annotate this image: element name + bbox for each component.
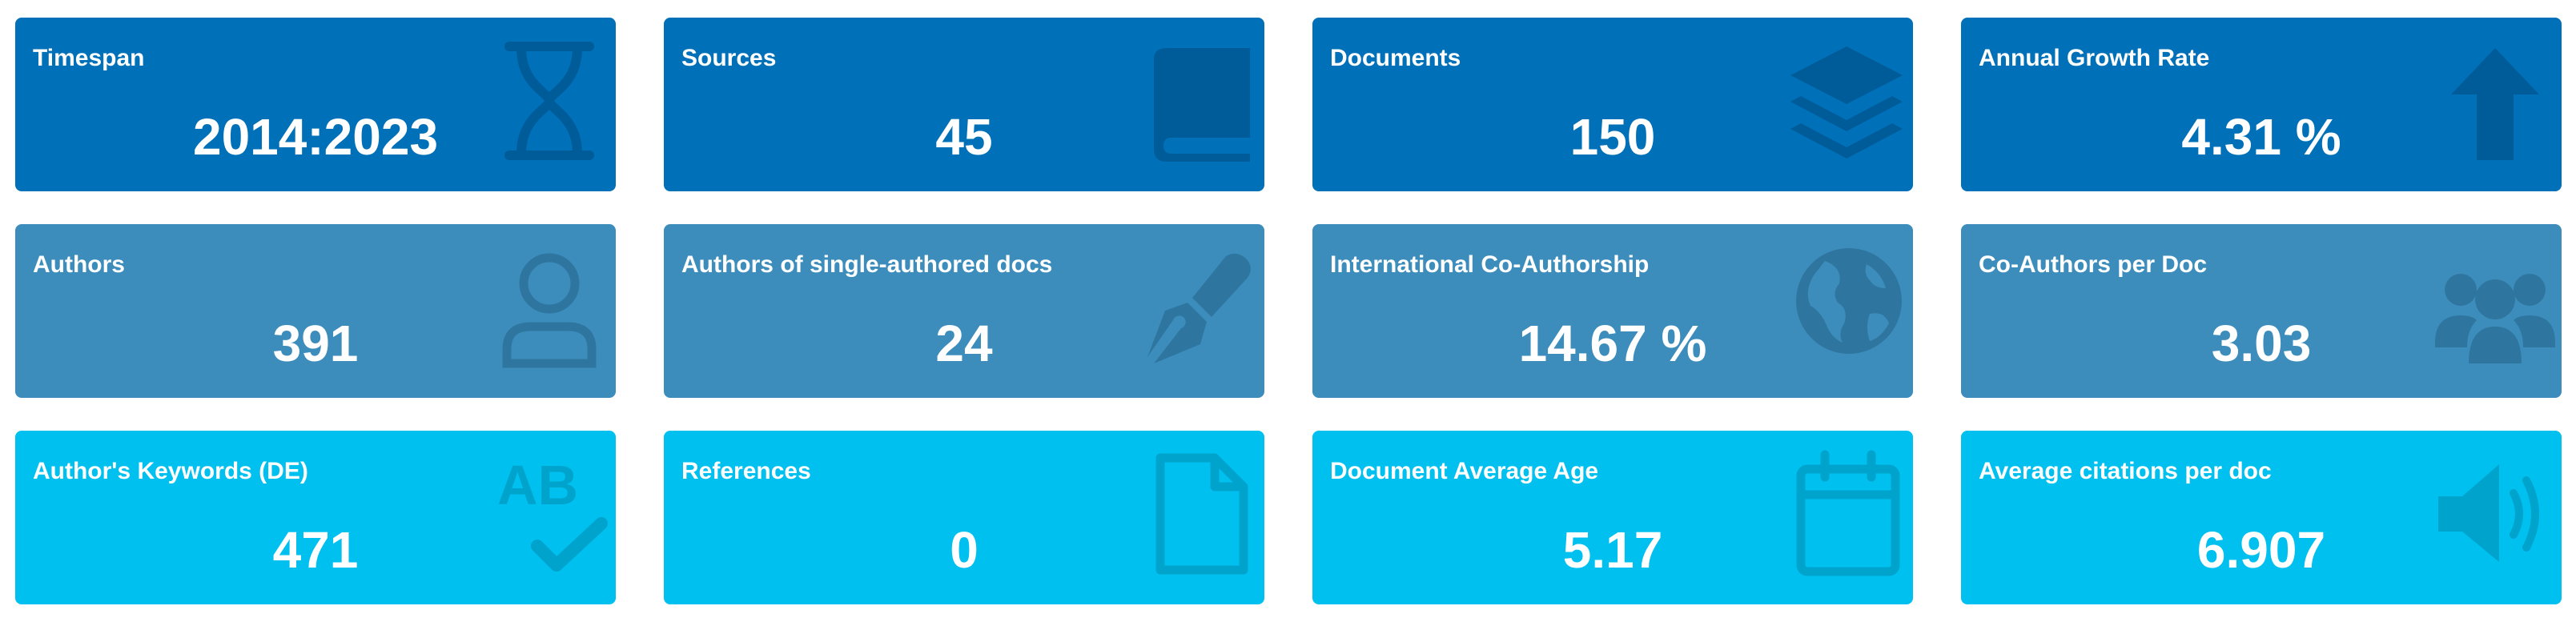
stat-card-average-citations: Average citations per doc 6.907 — [1961, 431, 2562, 604]
arrow-up-icon — [2451, 48, 2539, 160]
stat-card-annual-growth-rate: Annual Growth Rate 4.31 % — [1961, 18, 2562, 191]
stat-title: References — [681, 458, 811, 484]
stat-value: 2014:2023 — [192, 108, 439, 166]
stat-title: Authors — [33, 251, 125, 278]
stat-value: 6.907 — [2196, 521, 2326, 579]
stat-value: 14.67 % — [1518, 315, 1707, 372]
globe-icon — [1796, 248, 1902, 354]
stat-value: 45 — [935, 108, 993, 166]
stat-title: Author's Keywords (DE) — [33, 458, 308, 484]
user-icon — [502, 253, 597, 368]
stat-card-coauthors-per-doc: Co-Authors per Doc 3.03 — [1961, 224, 2562, 398]
stat-card-author-keywords: Author's Keywords (DE) 471 AB — [15, 431, 616, 604]
stat-value: 24 — [935, 315, 993, 372]
stat-card-references: References 0 — [664, 431, 1264, 604]
stat-value: 3.03 — [2211, 315, 2312, 372]
stat-value: 4.31 % — [2181, 108, 2341, 166]
stat-card-authors: Authors 391 — [15, 224, 616, 398]
stat-title: Timespan — [33, 45, 145, 71]
svg-text:AB: AB — [497, 454, 578, 516]
stat-title: Authors of single-authored docs — [681, 251, 1053, 278]
stat-value: 0 — [950, 521, 979, 579]
stat-title: Co-Authors per Doc — [1979, 251, 2207, 278]
stat-title: Annual Growth Rate — [1979, 45, 2210, 71]
users-icon — [2435, 274, 2555, 363]
spell-check-icon: AB — [497, 454, 608, 572]
stat-title: Document Average Age — [1330, 458, 1599, 484]
stat-value: 150 — [1569, 108, 1656, 166]
stat-card-single-authored: Authors of single-authored docs 24 — [664, 224, 1264, 398]
stat-value: 471 — [272, 521, 359, 579]
stat-title: Sources — [681, 45, 777, 71]
stat-value: 5.17 — [1562, 521, 1663, 579]
pen-nib-icon — [1147, 253, 1251, 363]
stat-card-document-average-age: Document Average Age 5.17 — [1312, 431, 1913, 604]
stat-title: Documents — [1330, 45, 1461, 71]
stat-card-timespan: Timespan 2014:2023 — [15, 18, 616, 191]
stat-card-documents: Documents 150 — [1312, 18, 1913, 191]
calendar-icon — [1796, 450, 1900, 576]
volume-icon — [2438, 464, 2539, 562]
stat-card-sources: Sources 45 — [664, 18, 1264, 191]
stat-card-international-coauthorship: International Co-Authorship 14.67 % — [1312, 224, 1913, 398]
book-icon — [1154, 48, 1250, 162]
file-icon — [1155, 453, 1248, 575]
hourglass-icon — [504, 42, 594, 160]
layers-icon — [1790, 46, 1903, 159]
stat-title: International Co-Authorship — [1330, 251, 1650, 278]
stat-value: 391 — [272, 315, 359, 372]
stat-title: Average citations per doc — [1979, 458, 2272, 484]
